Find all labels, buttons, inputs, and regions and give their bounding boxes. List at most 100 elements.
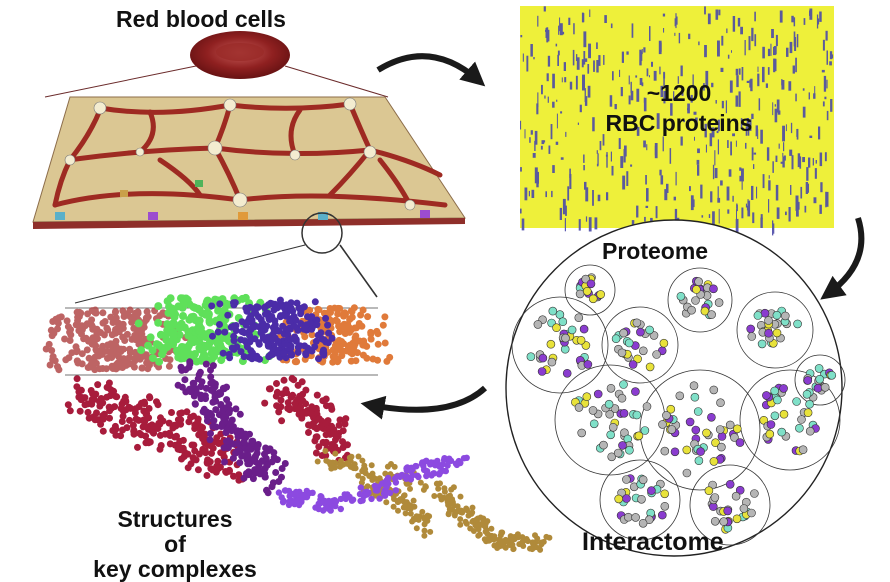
structure-residue xyxy=(144,365,152,373)
heatmap-mark xyxy=(776,207,780,219)
structure-residue xyxy=(222,468,230,475)
interactome-node xyxy=(714,298,724,307)
interactome-node xyxy=(814,364,824,373)
structure-residue xyxy=(379,321,387,329)
structure-residue xyxy=(329,358,337,366)
structure-residue xyxy=(61,335,69,343)
heatmap-mark xyxy=(687,108,690,111)
interactome-node xyxy=(764,316,773,325)
structure-residue xyxy=(340,322,348,330)
interactome-node xyxy=(710,516,720,526)
structure-residue xyxy=(106,392,114,400)
structure-residue xyxy=(367,335,375,343)
heatmap-mark xyxy=(741,178,743,190)
interactome-node xyxy=(805,426,815,436)
structure-residue xyxy=(257,316,265,324)
structure-residue xyxy=(242,470,250,477)
structure-residue xyxy=(427,528,434,535)
structure-residue xyxy=(119,333,127,341)
heatmap-mark xyxy=(551,190,553,198)
heatmap-mark xyxy=(534,140,536,151)
interactome-node xyxy=(611,334,621,344)
heatmap-mark xyxy=(754,11,756,22)
structure-residue xyxy=(381,339,389,347)
structure-residue xyxy=(244,460,252,468)
heatmap-mark xyxy=(621,51,624,63)
structure-residue xyxy=(251,466,259,474)
heatmap-mark xyxy=(649,26,651,41)
structure-residue xyxy=(288,350,295,358)
heatmap-mark xyxy=(718,9,721,16)
structure-residue xyxy=(68,349,76,357)
interactome-node xyxy=(610,404,620,413)
structure-residue xyxy=(236,459,244,467)
interactome-node xyxy=(599,440,608,450)
heatmap-mark xyxy=(753,152,757,155)
structure-residue xyxy=(63,317,71,325)
structure-residue xyxy=(308,313,316,321)
heatmap-mark xyxy=(530,130,533,135)
structure-residue xyxy=(186,350,195,359)
structure-residue xyxy=(529,546,536,553)
structure-residue xyxy=(393,473,401,480)
heatmap-mark xyxy=(556,113,558,129)
heatmap-mark xyxy=(788,207,791,222)
structure-residue xyxy=(357,484,364,491)
interactome-node xyxy=(709,284,718,294)
heatmap-mark xyxy=(674,18,676,27)
structure-residue xyxy=(249,349,256,357)
structure-residue xyxy=(196,368,204,376)
structure-residue xyxy=(157,442,165,449)
heatmap-mark xyxy=(772,102,774,116)
heatmap-mark xyxy=(809,10,812,16)
heatmap-mark xyxy=(712,164,715,180)
structure-residue xyxy=(325,497,332,505)
structure-residue xyxy=(200,405,208,413)
structure-residue xyxy=(403,474,410,481)
heatmap-mark xyxy=(789,149,793,156)
heatmap-mark xyxy=(717,186,719,201)
interactome-node xyxy=(567,325,577,335)
interactome-node xyxy=(645,362,655,372)
heatmap-mark xyxy=(736,209,737,224)
structure-residue xyxy=(452,460,460,467)
interactome-node xyxy=(694,277,703,286)
structure-residue xyxy=(78,350,86,358)
structure-residue xyxy=(279,322,287,330)
structure-residue xyxy=(339,444,347,451)
structure-residue xyxy=(442,467,449,475)
structure-residue xyxy=(281,311,288,319)
heatmap-mark xyxy=(552,73,555,89)
structure-residue xyxy=(467,525,474,532)
structure-residue xyxy=(91,366,99,374)
heatmap-mark xyxy=(612,71,614,81)
structure-residue xyxy=(208,387,216,394)
heatmap-mark xyxy=(546,27,549,43)
heatmap-mark xyxy=(825,191,827,208)
heatmap-mark xyxy=(814,168,817,179)
structure-residue xyxy=(457,493,464,500)
heatmap-mark xyxy=(701,215,704,218)
interactome-node xyxy=(709,457,719,466)
heatmap-mark xyxy=(825,191,829,207)
heatmap-mark xyxy=(543,6,546,12)
heatmap-mark xyxy=(725,100,727,114)
structure-residue xyxy=(138,330,146,338)
heatmap-mark xyxy=(695,117,698,125)
structure-residue xyxy=(441,455,448,462)
structure-residue xyxy=(154,318,163,327)
structure-residue xyxy=(99,309,107,317)
interactome-node xyxy=(813,383,823,393)
structure-residue xyxy=(236,410,244,418)
structure-residue xyxy=(384,463,391,470)
heatmap-mark xyxy=(688,33,691,40)
structure-residue xyxy=(396,498,403,504)
heatmap-mark xyxy=(782,125,785,142)
interactome-node xyxy=(596,290,606,299)
membrane-skeleton xyxy=(32,96,466,304)
structure-residue xyxy=(337,505,344,513)
interactome-node xyxy=(717,442,726,452)
interactome-node xyxy=(548,306,558,316)
structure-residue xyxy=(450,484,457,491)
structure-residue xyxy=(316,500,323,507)
